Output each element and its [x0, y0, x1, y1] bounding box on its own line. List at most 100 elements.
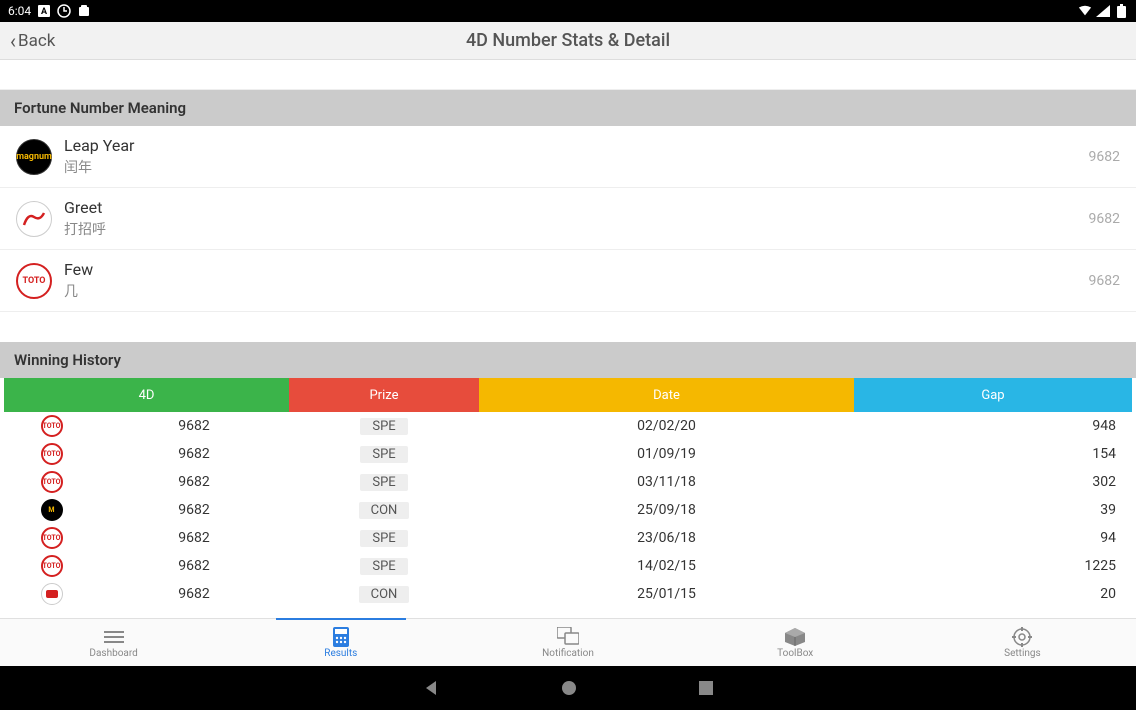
section-history-header: Winning History: [0, 342, 1136, 378]
meaning-number: 9682: [1089, 273, 1120, 289]
chevron-left-icon: ‹: [10, 29, 16, 53]
content: Fortune Number Meaning magnum Leap Year 闰年…: [0, 60, 1136, 618]
nav-settings-label: Settings: [1004, 648, 1041, 659]
calculator-icon: [333, 626, 349, 648]
td-4d: 9682: [99, 474, 289, 490]
td-prize: CON: [289, 502, 479, 519]
damacai-icon: [16, 201, 52, 237]
menu-icon: [104, 626, 124, 648]
sys-home[interactable]: [560, 679, 578, 697]
table-row[interactable]: 9682 CON 25/01/1520: [0, 580, 1136, 608]
status-icon-clock: [57, 4, 71, 18]
td-icon: TOTO: [4, 443, 99, 465]
gear-icon: [1012, 626, 1032, 648]
battery-icon: [1114, 4, 1128, 18]
meaning-number: 9682: [1089, 149, 1120, 165]
td-4d: 9682: [99, 502, 289, 518]
th-date[interactable]: Date: [479, 378, 854, 412]
nav-results-label: Results: [324, 648, 357, 659]
nav-dashboard[interactable]: Dashboard: [0, 619, 227, 666]
prize-badge: CON: [359, 502, 410, 519]
table-row[interactable]: TOTO9682SPE14/02/151225: [0, 552, 1136, 580]
td-prize: SPE: [289, 446, 479, 463]
td-prize: SPE: [289, 558, 479, 575]
toto-icon: TOTO: [41, 443, 63, 465]
magnum-icon: magnum: [16, 139, 52, 175]
th-4d[interactable]: 4D: [4, 378, 289, 412]
td-icon: TOTO: [4, 555, 99, 577]
td-gap: 948: [854, 418, 1132, 434]
td-date: 03/11/18: [479, 474, 854, 490]
nav-results[interactable]: Results: [227, 619, 454, 666]
meaning-subtitle: 几: [64, 281, 1089, 301]
table-row[interactable]: TOTO9682SPE02/02/20948: [0, 412, 1136, 440]
table-body: TOTO9682SPE02/02/20948TOTO9682SPE01/09/1…: [0, 412, 1136, 608]
td-gap: 1225: [854, 558, 1132, 574]
td-4d: 9682: [99, 586, 289, 602]
meaning-number: 9682: [1089, 211, 1120, 227]
sys-back[interactable]: [422, 679, 440, 697]
toto-icon: TOTO: [16, 263, 52, 299]
nav-notification[interactable]: Notification: [454, 619, 681, 666]
table-row[interactable]: M9682CON25/09/1839: [0, 496, 1136, 524]
td-prize: SPE: [289, 530, 479, 547]
status-icon-card: [77, 4, 91, 18]
back-label: Back: [18, 31, 55, 51]
status-time: 6:04: [8, 4, 31, 18]
chat-icon: [557, 626, 579, 648]
prize-badge: SPE: [360, 474, 407, 491]
table-row[interactable]: TOTO 9682 SPE 01/09/19154: [0, 440, 1136, 468]
status-icon-a: A: [37, 4, 51, 18]
prize-badge: SPE: [360, 418, 407, 435]
nav-toolbox[interactable]: ToolBox: [682, 619, 909, 666]
meaning-title: Leap Year: [64, 136, 1089, 155]
table-header: 4D Prize Date Gap: [4, 378, 1132, 412]
td-icon: TOTO: [4, 471, 99, 493]
td-gap: 20: [854, 586, 1132, 602]
td-4d: 9682: [99, 558, 289, 574]
nav-toolbox-label: ToolBox: [777, 648, 813, 659]
td-date: 02/02/20: [479, 418, 854, 434]
signal-icon: [1096, 4, 1110, 18]
page-title: 4D Number Stats & Detail: [466, 30, 670, 51]
toto-icon: TOTO: [41, 527, 63, 549]
back-button[interactable]: ‹ Back: [0, 29, 65, 53]
td-date: 25/09/18: [479, 502, 854, 518]
td-prize: SPE: [289, 474, 479, 491]
meaning-row[interactable]: Greet打招呼9682: [0, 188, 1136, 250]
prize-badge: SPE: [360, 558, 407, 575]
td-gap: 154: [854, 446, 1132, 462]
td-date: 25/01/15: [479, 586, 854, 602]
td-icon: M: [4, 499, 99, 521]
meanings-list: magnumLeap Year闰年9682Greet打招呼9682TOTOFew…: [0, 126, 1136, 312]
th-gap[interactable]: Gap: [854, 378, 1132, 412]
spacer: [0, 312, 1136, 342]
td-icon: TOTO: [4, 527, 99, 549]
td-gap: 302: [854, 474, 1132, 490]
td-icon: TOTO: [4, 415, 99, 437]
prize-badge: SPE: [360, 446, 407, 463]
nav-dashboard-label: Dashboard: [89, 648, 137, 659]
toto-icon: TOTO: [41, 555, 63, 577]
td-4d: 9682: [99, 530, 289, 546]
sys-recent[interactable]: [698, 680, 714, 696]
table-row[interactable]: TOTO9682SPE23/06/1894: [0, 524, 1136, 552]
meaning-row[interactable]: magnum Leap Year 闰年9682: [0, 126, 1136, 188]
prize-badge: SPE: [360, 530, 407, 547]
box-icon: [784, 626, 806, 648]
td-prize: CON: [289, 586, 479, 603]
meaning-row[interactable]: TOTO Few 几9682: [0, 250, 1136, 312]
section-meaning-header: Fortune Number Meaning: [0, 90, 1136, 126]
damacai-icon: [41, 583, 63, 605]
td-date: 01/09/19: [479, 446, 854, 462]
nav-settings[interactable]: Settings: [909, 619, 1136, 666]
prize-badge: CON: [359, 586, 410, 603]
meaning-text: Few 几: [64, 260, 1089, 301]
td-4d: 9682: [99, 446, 289, 462]
meaning-subtitle: 闰年: [64, 157, 1089, 177]
partial-row: [0, 60, 1136, 90]
meaning-title: Few: [64, 260, 1089, 279]
th-prize[interactable]: Prize: [289, 378, 479, 412]
status-bar: 6:04 A: [0, 0, 1136, 22]
table-row[interactable]: TOTO9682 SPE 03/11/18302: [0, 468, 1136, 496]
